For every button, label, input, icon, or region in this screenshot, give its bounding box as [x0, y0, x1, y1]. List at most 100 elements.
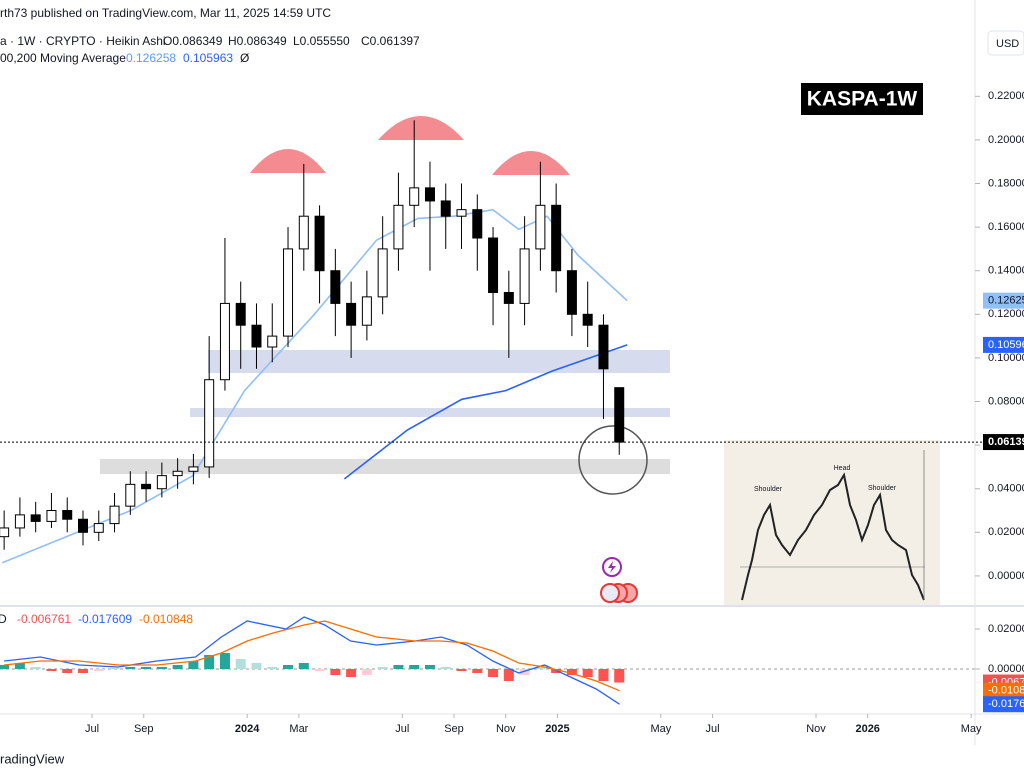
candle-body — [314, 215, 325, 272]
candle-body — [566, 270, 577, 315]
histogram-bar — [93, 669, 104, 671]
ma200-value: 0.105963 — [183, 51, 233, 65]
histogram-bar — [535, 667, 546, 669]
candle-body — [188, 466, 199, 472]
histogram-bar — [30, 667, 41, 669]
x-tick-label: Jul — [395, 723, 409, 735]
macd-pane — [0, 616, 625, 705]
y-tick-label: 0.00000 — [988, 570, 1024, 582]
histogram-bar — [346, 669, 357, 677]
x-tick-label: Jul — [85, 723, 99, 735]
value-box — [983, 696, 1024, 713]
ma-box — [983, 336, 1024, 353]
candle-body — [0, 527, 10, 538]
histogram-bar — [377, 667, 388, 669]
histogram-bar — [330, 669, 341, 675]
candle-body — [298, 215, 309, 250]
candle-body — [456, 209, 467, 217]
y-tick-label: 0.22000 — [988, 90, 1024, 102]
candle-body — [519, 248, 530, 304]
inset-image: Shoulder Head Shoulder — [724, 440, 940, 605]
currency-button[interactable] — [987, 30, 1024, 56]
candle-body — [172, 470, 183, 477]
inset-bg — [724, 440, 940, 605]
ma-title: 00,200 Moving Average — [0, 51, 126, 65]
ohlc-low: L0.055550 — [293, 34, 350, 48]
histogram-bar — [566, 669, 577, 675]
y-tick-label: 0.16000 — [988, 221, 1024, 233]
line-series — [4, 616, 620, 705]
candle-body — [424, 187, 435, 202]
histogram-bar — [125, 667, 136, 669]
candle-body — [30, 514, 41, 522]
price-pane — [0, 120, 628, 564]
y-tick-label: 0.00000 — [988, 663, 1024, 675]
line-series — [4, 620, 620, 692]
macd-title: D — [0, 612, 7, 626]
head-arc — [378, 116, 464, 140]
y-tick-label: 0.04000 — [988, 483, 1024, 495]
footer-bg — [0, 745, 1024, 777]
candle-body — [582, 313, 593, 326]
histogram-bar — [0, 665, 10, 669]
legend-row: a · 1W · CRYPTO · Heikin Ashi O0.086349 … — [0, 34, 420, 65]
candle-body — [62, 510, 73, 520]
candle-body — [551, 204, 562, 272]
histogram-bar — [519, 669, 530, 675]
currency: USD — [996, 38, 1019, 50]
publisher: rth73 published on TradingView.com, Mar … — [0, 6, 331, 20]
price-box — [983, 434, 1024, 451]
histogram-bar — [314, 669, 325, 671]
histogram-bar — [235, 659, 246, 669]
candle-body — [267, 335, 278, 348]
inset-label: Shoulder — [868, 485, 897, 492]
histogram-bar — [582, 669, 593, 677]
histogram-bar — [156, 667, 167, 669]
line-series — [343, 344, 628, 480]
candle-body — [346, 302, 357, 326]
candle-body — [440, 200, 451, 217]
candle-body — [614, 387, 625, 443]
footer: radingView — [0, 751, 65, 766]
candle-body — [598, 324, 609, 370]
histogram-bar — [298, 663, 309, 669]
x-tick-label: May — [650, 723, 671, 735]
histogram-bar — [598, 669, 609, 681]
signal-value: -0.010848 — [139, 612, 193, 626]
x-tick-label: Jul — [706, 723, 720, 735]
candle-body — [219, 302, 230, 381]
event-icons — [600, 557, 638, 603]
shoulder-arc — [492, 151, 570, 175]
zone — [100, 459, 670, 474]
ohlc-close: C0.061397 — [361, 34, 420, 48]
candle-body — [361, 296, 372, 326]
x-tick-label: Sep — [444, 723, 464, 735]
candle-body — [156, 475, 167, 490]
y-tick-label: 0.10000 — [988, 352, 1024, 364]
candle-body — [14, 514, 25, 529]
candle-body — [283, 248, 294, 337]
ma-extra: Ø — [240, 51, 249, 65]
y-tick-label: 0.14000 — [988, 265, 1024, 277]
symbol: a · 1W · CRYPTO · Heikin Ashi — [0, 34, 166, 48]
histogram-bar — [62, 669, 73, 673]
histogram-bar — [424, 665, 435, 669]
histogram-bar — [141, 667, 152, 669]
x-tick-label: Mar — [289, 723, 308, 735]
annotations — [100, 116, 670, 495]
candle-body — [125, 483, 136, 507]
histogram-bar — [219, 653, 230, 669]
shoulder-arc — [250, 149, 326, 173]
candle-body — [251, 324, 262, 348]
histogram-bar — [440, 667, 451, 669]
badge: KASPA-1W — [807, 88, 918, 111]
x-tick-label: Nov — [806, 723, 826, 735]
candle-body — [409, 187, 420, 206]
flag-icon[interactable] — [600, 583, 620, 603]
histogram-bar — [503, 669, 514, 681]
histogram-bar — [109, 668, 120, 669]
histogram-bar — [251, 663, 262, 669]
candle-body — [472, 209, 483, 239]
axes: 0.22000 0.20000 0.18000 0.16000 0.14000 0.120… — [0, 90, 1024, 735]
